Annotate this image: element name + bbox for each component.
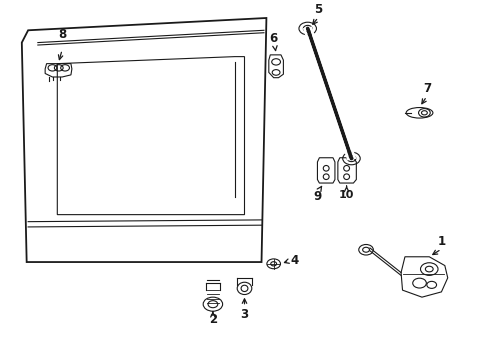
- Text: 7: 7: [422, 82, 430, 95]
- Text: 6: 6: [269, 32, 277, 45]
- Text: 1: 1: [436, 235, 445, 248]
- Text: 9: 9: [313, 190, 321, 203]
- Text: 8: 8: [58, 28, 66, 41]
- Text: 5: 5: [314, 3, 322, 16]
- Text: 10: 10: [338, 190, 354, 200]
- Text: 2: 2: [208, 313, 217, 326]
- Text: 3: 3: [240, 308, 248, 321]
- Text: 4: 4: [290, 255, 298, 267]
